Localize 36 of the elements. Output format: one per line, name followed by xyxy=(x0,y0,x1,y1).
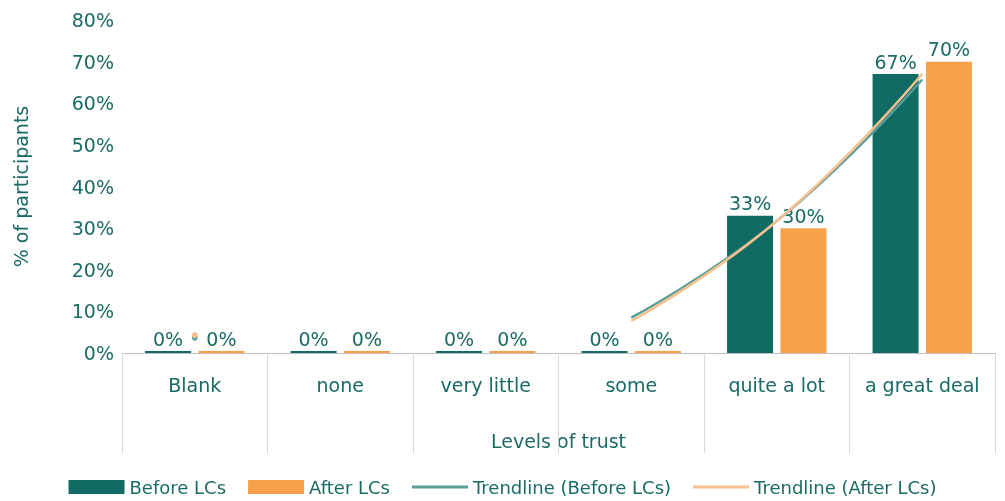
x-tick-label: quite a lot xyxy=(728,373,826,396)
y-tick-label: 30% xyxy=(71,217,114,240)
legend-label: Before LCs xyxy=(129,476,227,498)
bar xyxy=(872,74,919,353)
x-tick-label: some xyxy=(605,373,658,396)
y-tick-label: 0% xyxy=(83,342,114,364)
x-tick-label: very little xyxy=(440,373,531,396)
bar xyxy=(780,228,827,353)
data-label: 0% xyxy=(206,327,237,350)
y-tick-label: 70% xyxy=(71,50,114,73)
x-tick-label: none xyxy=(316,373,364,396)
data-label: 33% xyxy=(728,192,772,215)
legend-label: Trendline (Before LCs) xyxy=(471,476,672,498)
legend-label: After LCs xyxy=(309,476,390,498)
data-label: 0% xyxy=(152,327,184,350)
bar xyxy=(727,215,774,353)
bar xyxy=(925,61,972,353)
data-label: 0% xyxy=(351,327,383,350)
data-label: 30% xyxy=(782,204,825,227)
y-tick-label: 40% xyxy=(71,175,114,198)
legend-label: Trendline (After LCs) xyxy=(753,476,937,498)
data-label: 0% xyxy=(443,327,475,350)
data-label: 70% xyxy=(927,38,971,61)
y-tick-label: 60% xyxy=(71,92,114,115)
x-tick-label: Blank xyxy=(168,373,222,396)
data-label: 0% xyxy=(642,327,674,350)
data-label: 0% xyxy=(497,327,528,350)
data-label: 0% xyxy=(298,327,329,350)
data-label: 0% xyxy=(589,327,620,350)
y-axis-title: % of participants xyxy=(9,105,32,268)
y-tick-label: 80% xyxy=(71,9,114,31)
y-tick-label: 50% xyxy=(71,133,114,156)
y-tick-label: 10% xyxy=(71,300,114,323)
x-tick-label: a great deal xyxy=(864,373,980,396)
data-label: 67% xyxy=(874,50,917,73)
y-tick-label: 20% xyxy=(71,258,114,281)
